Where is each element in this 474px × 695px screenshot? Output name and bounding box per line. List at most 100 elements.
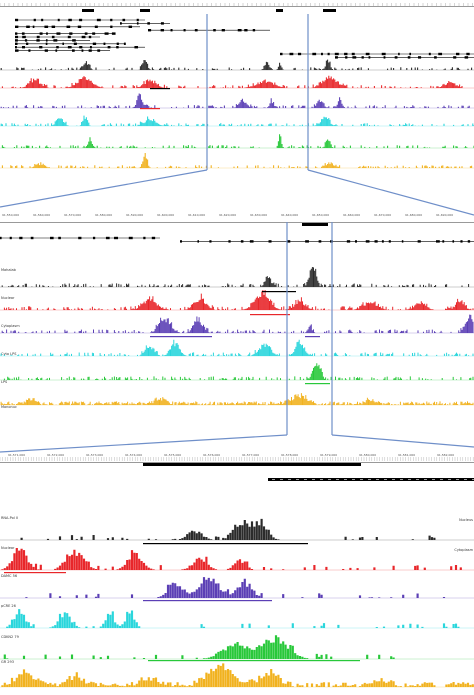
overview-gene-exon [51,25,56,28]
overview-gene-exon [280,52,283,56]
zoom1-gene-exon [240,240,244,243]
zoom1-panel: 91,550,000 91,560,000 91,570,000 91,580,… [0,212,474,437]
overview-gene-exon [79,18,83,22]
zoom2-tick-label: 91,573,000 [86,453,104,457]
overview-gene-exon [110,25,113,28]
overview-gene-exon [335,56,338,59]
overview-track4-signal [0,115,474,126]
zoom1-gene-exon [58,236,61,240]
overview-gene-exon [26,25,30,28]
zoom1-gene-exon [417,240,421,243]
zoom2-track3-signal [25,577,446,598]
overview-gene-exon [15,18,19,22]
zoom1-gene-exon [467,240,471,243]
overview-gene-exon [22,46,26,49]
overview-gene-exon [53,39,58,42]
zoom2-tick-label: 91,577,000 [242,453,260,457]
overview-gene-exon [94,25,98,28]
zoom2-right-label: Nucleus [459,518,473,522]
zoom1-gene-exon [209,240,212,243]
overview-gene-exon [136,22,139,25]
zoom1-gene-exon [0,236,2,240]
highlight-block [323,9,336,12]
overview-gene-exon [252,29,256,32]
zoom1-gene-exon [318,240,322,243]
overview-gene-exon [36,35,40,39]
zoom1-track3-signal [1,314,474,333]
zoom1-gene-exon [388,240,391,243]
overview-gene-exon [88,35,92,39]
overview-gene-exon [213,29,216,32]
overview-gene-exon [434,56,437,59]
zoom1-track-label: Mahalab [1,268,16,272]
overview-gene-exon [344,52,348,56]
zoom1-track5-signal [3,363,474,380]
overview-gene-exon [72,39,76,42]
zoom1-gene-exon [143,236,146,240]
overview-gene-exon [89,46,92,49]
overview-gene-exon [15,32,18,35]
zoom1-peak-bar [250,314,290,316]
overview-gene-exon [15,35,19,39]
zoom1-gene-exon [151,236,156,240]
overview-gene-exon [69,32,73,35]
zoom-connector-right-1b [307,169,474,216]
zoom1-gene-exon [442,240,445,243]
overview-gene-exon [297,52,302,56]
overview-gene-exon [147,22,150,25]
overview-gene-exon [67,46,72,49]
overview-gene-exon [453,56,457,59]
zoom2-ruler: 91,571,000 91,572,000 91,573,000 91,574,… [0,452,474,463]
overview-gene-exon [116,46,119,49]
zoom1-peak-bar [305,383,330,385]
overview-gene-exon [123,42,126,45]
overview-track2-signal [1,75,463,88]
overview-track1-signal [0,59,473,70]
zoom2-track1-signal [20,518,436,540]
overview-gene-exon [321,52,323,56]
overview-gene-exon [21,32,25,35]
overview-gene-exon [368,56,371,59]
zoom-connector-left-2b [0,434,288,453]
overview-gene-exon [81,49,84,52]
zoom1-tick-label: 91,610,000 [188,213,206,217]
overview-gene-exon [26,42,29,45]
zoom1-tick-label: 91,640,000 [281,213,299,217]
overview-gene-exon [428,52,431,56]
overview-gene-exon [22,35,26,39]
overview-gene-exon [92,42,97,45]
zoom1-gene-exon [354,240,358,243]
overview-gene-exon [36,39,40,42]
overview-gene-exon [136,18,139,22]
zoom1-gene-exon [19,236,23,240]
overview-gene-exon [73,42,77,45]
zoom1-tick-label: 91,570,000 [64,213,82,217]
overview-gene-exon [361,56,364,59]
overview-gene-exon [160,22,164,25]
zoom2-panel: 91,571,000 91,572,000 91,573,000 91,574,… [0,452,474,695]
overview-gene-exon [15,49,19,52]
overview-gene-exon [110,18,113,22]
overview-gene-exon [116,42,119,45]
overview-gene-exon [96,18,101,22]
overview-gene-exon [15,46,17,49]
zoom2-tick-label: 91,574,000 [125,453,143,457]
overview-gene-exon [32,25,35,28]
overview-gene-exon [71,49,75,52]
zoom-connector-left-1b [0,169,208,208]
overview-gene-exon [84,32,88,35]
overview-gene-exon [381,52,386,56]
overview-gene-exon [15,25,19,28]
zoom1-gene-exon [286,240,291,243]
overview-gene-exon [92,32,96,35]
zoom2-track4-signal [6,609,460,628]
overview-gene-exon [244,29,248,32]
overview-gene-exon [407,56,411,59]
highlight-block [276,9,283,12]
overview-track6-signal [1,153,473,168]
overview-ruler [0,0,474,7]
highlight-block [140,9,150,12]
overview-gene-exon [148,29,152,32]
zoom1-track6-signal [0,393,474,405]
zoom2-tick-label: 91,576,000 [203,453,221,457]
